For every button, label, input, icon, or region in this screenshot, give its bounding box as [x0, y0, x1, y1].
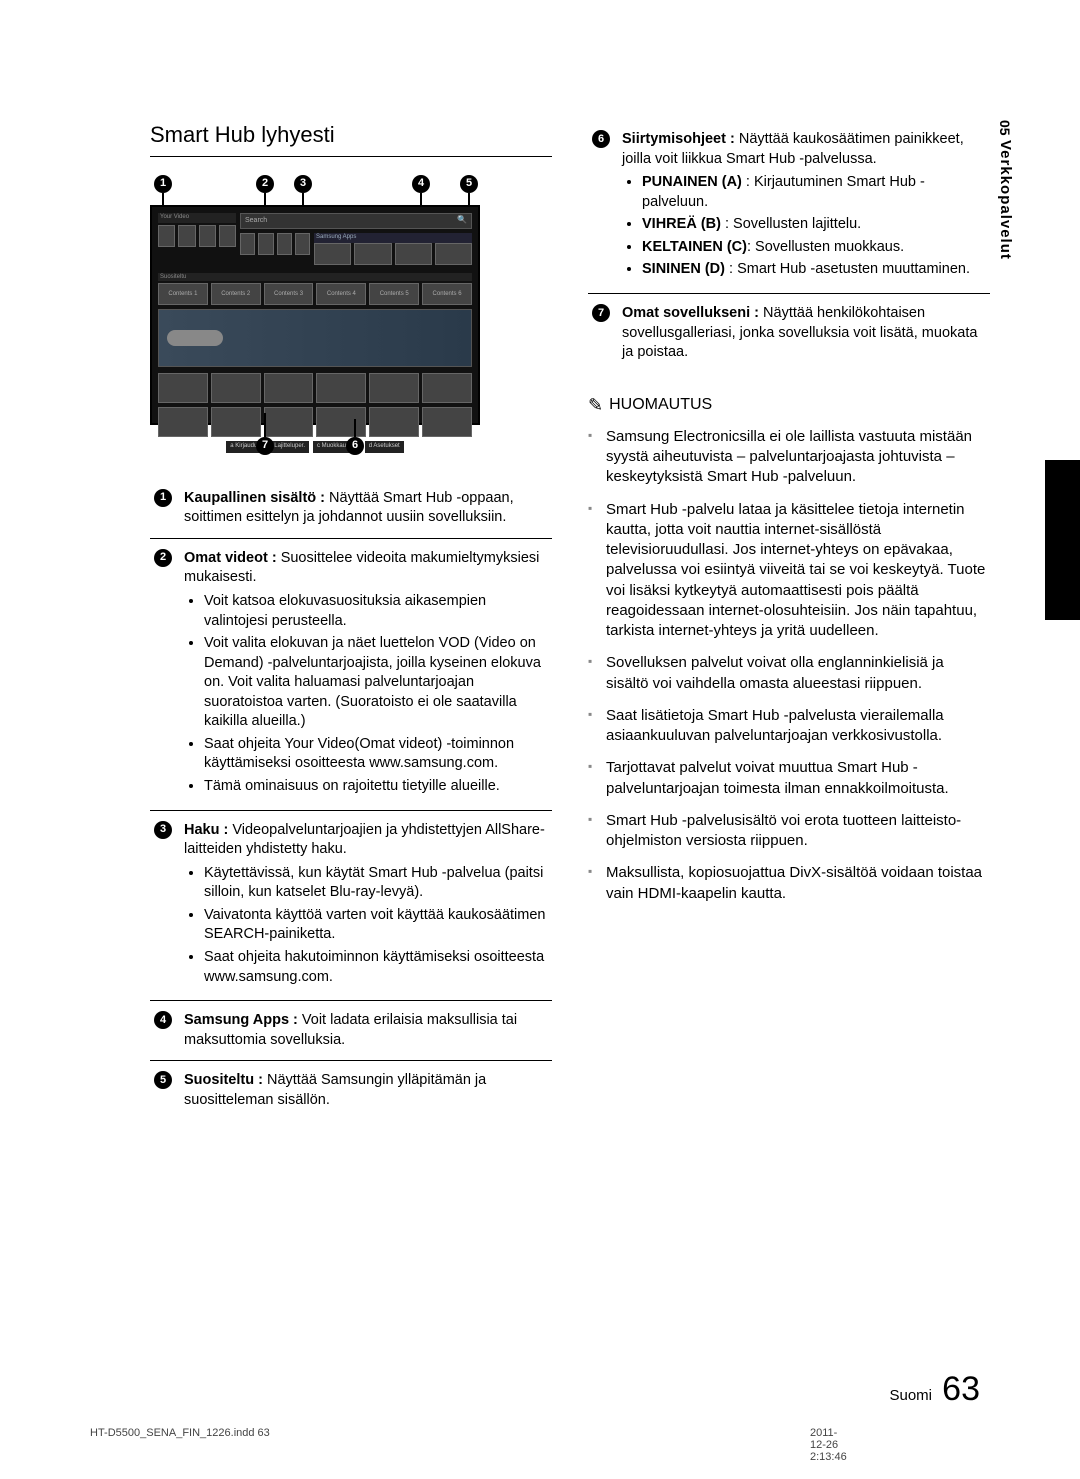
note-heading: ✎ HUOMAUTUS	[588, 393, 990, 417]
legend-row: 7 Omat sovellukseni : Näyttää henkilökoht…	[588, 293, 990, 372]
footer-timestamp: 2011-12-26 2:13:46	[810, 1427, 847, 1463]
legend-left: 1 Kaupallinen sisältö : Näyttää Smart Hub…	[150, 479, 552, 1121]
page-number: 63	[942, 1370, 980, 1408]
footer-file: HT-D5500_SENA_FIN_1226.indd 63	[90, 1427, 270, 1439]
callout-6: 6	[346, 437, 364, 455]
screenshot-frame: Your Video Search 🔍	[150, 205, 480, 425]
legend-row: 4 Samsung Apps : Voit ladata erilaisia ma…	[150, 1001, 552, 1061]
side-tab: 05 Verkkopalvelut	[997, 120, 1025, 460]
note-item: Smart Hub -palvelu lataa ja käsittelee t…	[588, 500, 990, 642]
note-item: Samsung Electronicsilla ei ole laillista…	[588, 427, 990, 488]
legend-body: Omat sovellukseni : Näyttää henkilökohta…	[618, 293, 990, 372]
note-item: Smart Hub -palvelusisältö voi erota tuot…	[588, 811, 990, 852]
legend-number: 7	[592, 304, 610, 322]
note-item: Maksullista, kopiosuojattua DivX-sisältö…	[588, 863, 990, 904]
note-item: Tarjottavat palvelut voivat muuttua Smar…	[588, 758, 990, 799]
legend-number: 2	[154, 549, 172, 567]
manual-page: 05 Verkkopalvelut Smart Hub lyhyesti 1 2…	[0, 0, 1080, 1479]
legend-row: 6 Siirtymisohjeet : Näyttää kaukosäätimen…	[588, 120, 990, 293]
legend-number: 4	[154, 1011, 172, 1029]
legend-body: Kaupallinen sisältö : Näyttää Smart Hub …	[180, 479, 552, 539]
legend-row: 3 Haku : Videopalveluntarjoajien ja yhdis…	[150, 810, 552, 1001]
callout-3: 3	[294, 175, 312, 193]
legend-body: Omat videot : Suosittelee videoita makum…	[180, 538, 552, 810]
callout-5: 5	[460, 175, 478, 193]
notes-list: Samsung Electronicsilla ei ole laillista…	[588, 427, 990, 904]
left-column: Smart Hub lyhyesti 1 2 3 4 5	[150, 120, 552, 1120]
legend-row: 2 Omat videot : Suosittelee videoita maku…	[150, 538, 552, 810]
legend-body: Suositeltu : Näyttää Samsungin ylläpitäm…	[180, 1061, 552, 1121]
callout-4: 4	[412, 175, 430, 193]
legend-number: 1	[154, 489, 172, 507]
print-footer: HT-D5500_SENA_FIN_1226.indd 63 2011-12-2…	[90, 1427, 270, 1439]
page-number-block: Suomi 63	[889, 1370, 980, 1409]
legend-row: 1 Kaupallinen sisältö : Näyttää Smart Hub…	[150, 479, 552, 539]
chapter-number: 05	[997, 120, 1013, 136]
page-lang: Suomi	[889, 1387, 932, 1404]
note-item: Sovelluksen palvelut voivat olla englann…	[588, 653, 990, 694]
legend-body: Siirtymisohjeet : Näyttää kaukosäätimen …	[618, 120, 990, 293]
callout-7: 7	[256, 437, 274, 455]
legend-number: 6	[592, 130, 610, 148]
section-title: Smart Hub lyhyesti	[150, 120, 552, 157]
note-icon: ✎	[588, 393, 603, 417]
legend-right: 6 Siirtymisohjeet : Näyttää kaukosäätimen…	[588, 120, 990, 373]
callout-1: 1	[154, 175, 172, 193]
row-recommended: Contents 1 Contents 2 Contents 3 Content…	[158, 283, 472, 305]
search-label: Search	[245, 216, 267, 225]
screenshot-footer: a Kirjaudu b Lajitteluper. c Muokkaustil…	[158, 441, 472, 453]
legend-body: Haku : Videopalveluntarjoajien ja yhdist…	[180, 810, 552, 1001]
legend-body: Samsung Apps : Voit ladata erilaisia mak…	[180, 1001, 552, 1061]
note-heading-text: HUOMAUTUS	[609, 394, 712, 416]
note-item: Saat lisätietoja Smart Hub -palvelusta v…	[588, 706, 990, 747]
right-column: 6 Siirtymisohjeet : Näyttää kaukosäätimen…	[588, 120, 990, 1120]
apps-label: Samsung Apps	[314, 233, 472, 243]
thumb-index	[1045, 460, 1080, 620]
legend-number: 3	[154, 821, 172, 839]
legend-number: 5	[154, 1071, 172, 1089]
hub-screenshot: 1 2 3 4 5 Your Video	[150, 175, 480, 455]
chapter-label: Verkkopalvelut	[997, 140, 1014, 260]
callout-2: 2	[256, 175, 274, 193]
legend-row: 5 Suositeltu : Näyttää Samsungin ylläpitä…	[150, 1061, 552, 1121]
